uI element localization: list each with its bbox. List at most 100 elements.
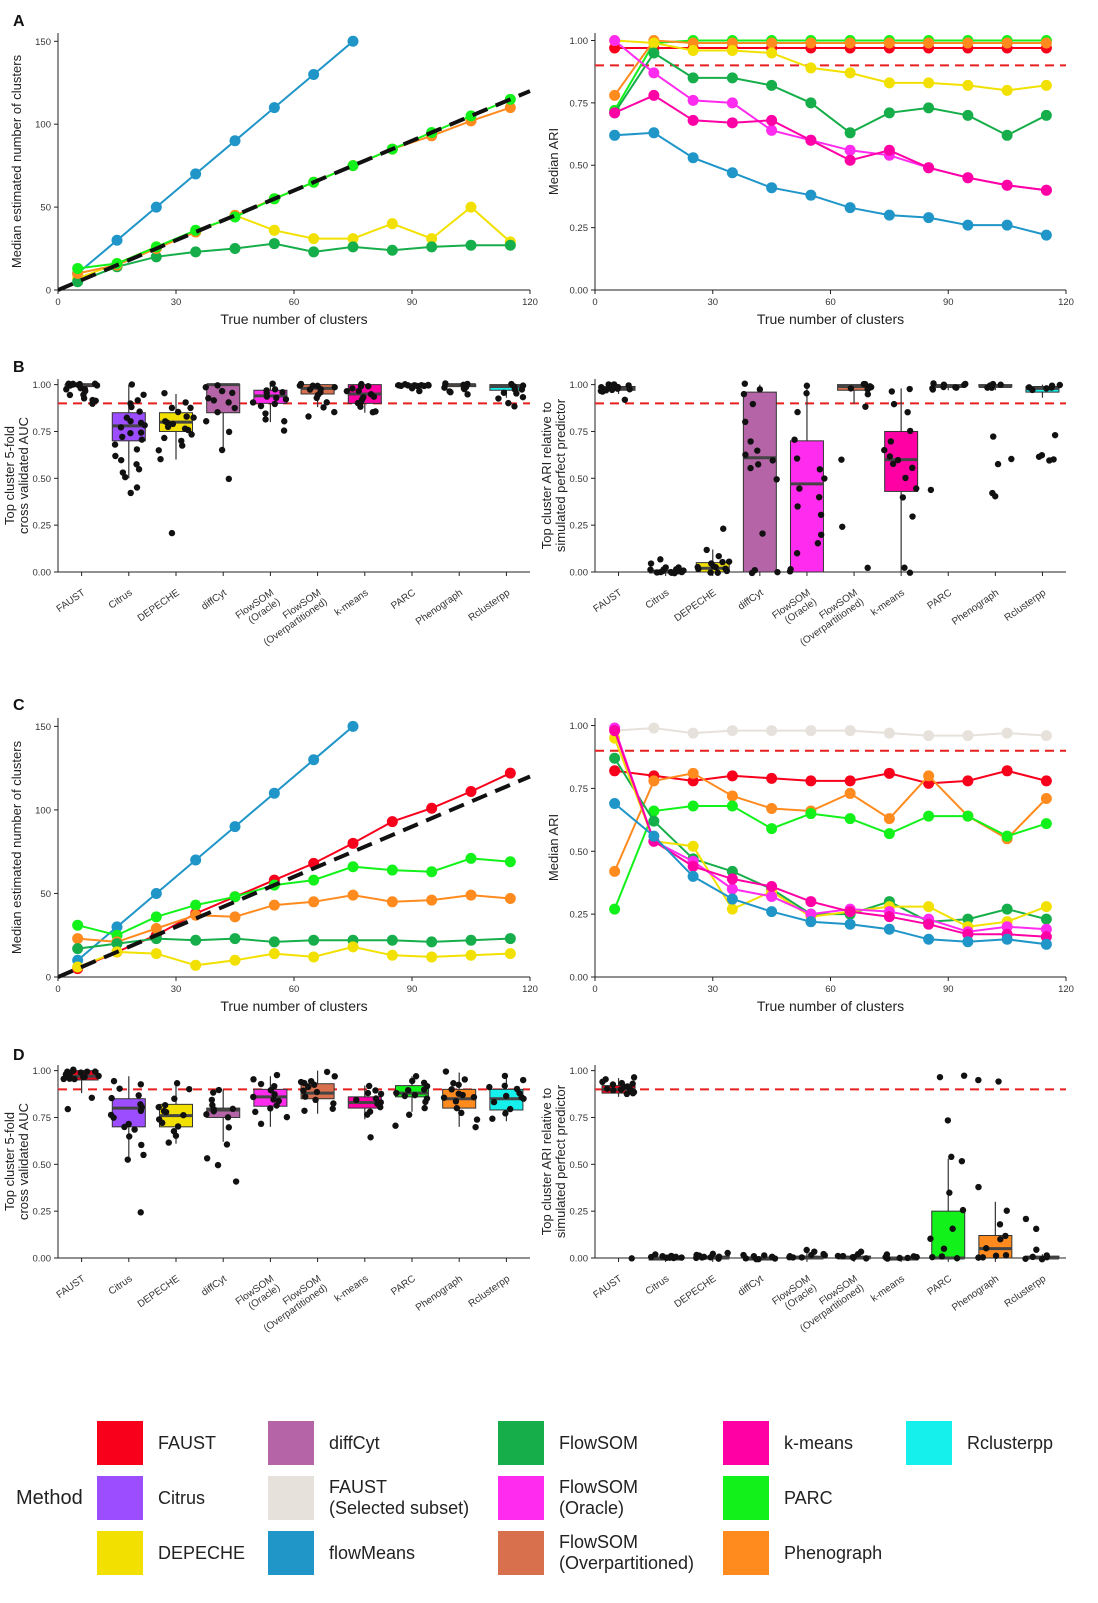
- y-tick-label: 0.50: [33, 474, 52, 485]
- series-line-flowsom: [613, 51, 1047, 137]
- data-point: [150, 923, 162, 935]
- jitter-point: [458, 1109, 465, 1117]
- jitter-point: [1043, 385, 1050, 392]
- y-tick-label: 0.00: [570, 286, 589, 297]
- data-point: [844, 127, 856, 139]
- category-label-line: DEPECHE: [136, 587, 182, 624]
- jitter-point: [305, 1083, 312, 1091]
- jitter-point: [505, 399, 512, 407]
- data-point: [726, 800, 738, 812]
- category-label: FlowSOM(Oracle): [234, 587, 283, 630]
- jitter-point: [210, 397, 218, 404]
- jitter-point: [748, 569, 756, 577]
- legend-swatch: [906, 1421, 952, 1465]
- data-point: [1001, 179, 1013, 191]
- jitter-point: [128, 381, 136, 388]
- plot-area: [58, 35, 531, 292]
- jitter-point: [441, 384, 448, 391]
- jitter-point: [229, 389, 236, 397]
- y-tick-label: 0.75: [570, 1113, 589, 1124]
- data-point: [766, 47, 778, 59]
- legend-label: FlowSOM: [559, 1432, 639, 1453]
- data-point: [766, 182, 778, 194]
- data-point: [923, 162, 935, 174]
- jitter-point: [490, 1098, 498, 1106]
- data-point: [347, 241, 359, 253]
- jitter-point: [992, 1252, 1000, 1259]
- x-tick-label: 120: [522, 984, 538, 995]
- y-axis-label-line: Median ARI: [546, 814, 561, 881]
- category-label-line: Phenograph: [414, 1273, 465, 1313]
- y-axis-label-line: cross validated AUC: [16, 417, 31, 534]
- data-point: [805, 189, 817, 201]
- data-point: [883, 77, 895, 89]
- data-point: [347, 861, 359, 873]
- y-tick-label: 100: [35, 805, 51, 816]
- data-point: [844, 906, 856, 918]
- legend-label: FAUST (Selected subset): [329, 1477, 470, 1518]
- y-axis-label: Top cluster ARI relative tosimulated per…: [539, 1084, 568, 1238]
- y-tick-label: 0.50: [33, 1160, 52, 1171]
- jitter-point: [609, 1081, 617, 1088]
- legend-swatch: [97, 1476, 143, 1520]
- jitter-point: [888, 388, 896, 395]
- jitter-point: [667, 568, 675, 576]
- jitter-point: [742, 418, 749, 426]
- jitter-point: [165, 1139, 172, 1146]
- legend-label: diffCyt: [329, 1432, 380, 1453]
- data-point: [465, 786, 477, 798]
- data-point: [883, 767, 895, 779]
- jitter-point: [62, 1071, 70, 1078]
- jitter-point: [715, 552, 722, 560]
- jitter-point: [280, 427, 288, 434]
- category-label-line: Phenograph: [950, 587, 1001, 627]
- data-point: [687, 800, 699, 812]
- data-point: [150, 948, 162, 960]
- x-tick-label: 90: [407, 297, 418, 308]
- jitter-point: [502, 1092, 510, 1100]
- box-body: [742, 391, 777, 573]
- data-point: [1040, 818, 1052, 830]
- jitter-point: [323, 1068, 331, 1076]
- data-point: [844, 37, 856, 49]
- category-label-line: Rclusterpp: [467, 587, 513, 624]
- data-point: [962, 928, 974, 940]
- jitter-point: [771, 1255, 779, 1262]
- data-point: [229, 211, 241, 223]
- jitter-point: [128, 403, 135, 411]
- jitter-point: [218, 446, 226, 454]
- category-label: Rclusterpp: [467, 1273, 513, 1310]
- y-tick-label: 0.75: [570, 427, 589, 438]
- data-point: [504, 767, 516, 779]
- jitter-point: [225, 428, 233, 436]
- series-line-flowsom: [77, 242, 511, 283]
- jitter-point: [214, 1161, 222, 1169]
- x-tick-label: 30: [171, 984, 182, 995]
- y-tick-label: 50: [40, 889, 51, 900]
- jitter-point: [839, 1252, 847, 1260]
- jitter-point: [605, 381, 612, 388]
- series-line-flowsom: [77, 937, 511, 950]
- data-point: [844, 813, 856, 825]
- y-tick-label: 0.50: [570, 161, 589, 172]
- category-label-line: Rclusterpp: [1003, 587, 1049, 624]
- data-point: [883, 923, 895, 935]
- data-point: [648, 805, 660, 817]
- category-label: DEPECHE: [136, 1273, 182, 1310]
- data-point: [766, 124, 778, 136]
- series-line-phenograph: [77, 894, 511, 943]
- category-label: Rclusterpp: [1003, 587, 1049, 624]
- jitter-point: [944, 1117, 952, 1124]
- jitter-point: [979, 1254, 987, 1261]
- jitter-point: [610, 1087, 617, 1094]
- y-tick-label: 0.25: [570, 910, 589, 921]
- category-label: diffCyt: [736, 587, 766, 612]
- data-point: [1040, 229, 1052, 241]
- series-line-flowsom: [613, 757, 1047, 923]
- jitter-point: [364, 1089, 372, 1097]
- jitter-point: [138, 1141, 145, 1149]
- jitter-point: [182, 399, 189, 406]
- data-point: [805, 62, 817, 74]
- jitter-point: [996, 1221, 1004, 1228]
- data-point: [465, 201, 477, 213]
